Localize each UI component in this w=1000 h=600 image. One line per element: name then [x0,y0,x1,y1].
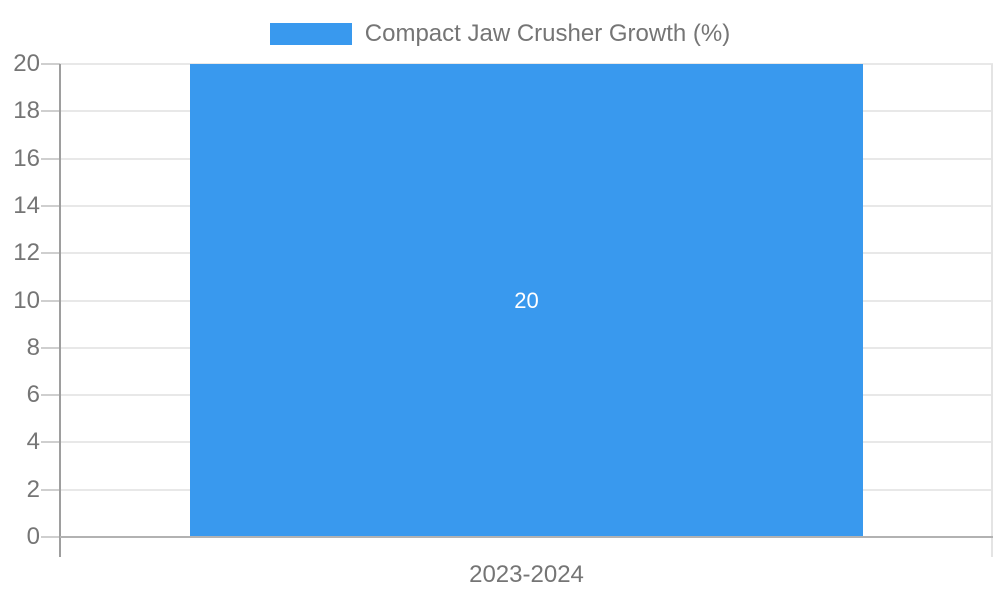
y-axis-tick-label: 12 [13,239,40,267]
y-tick [41,441,60,444]
y-axis-tick-label: 16 [13,144,40,172]
y-tick [41,110,60,113]
y-tick [41,394,60,397]
plot-right-border [991,64,993,557]
y-axis-tick-label: 6 [26,381,40,409]
chart-legend[interactable]: Compact Jaw Crusher Growth (%) [0,21,1000,47]
y-tick [41,204,60,207]
y-axis-line [59,64,61,557]
y-tick [41,157,60,160]
y-axis-tick-label: 2 [26,475,40,503]
y-tick [41,299,60,302]
y-axis-tick-label: 4 [26,428,40,456]
y-axis-tick-label: 20 [13,50,40,77]
y-axis-tick-label: 8 [26,333,40,361]
legend-label: Compact Jaw Crusher Growth (%) [364,20,731,47]
y-axis-tick-label: 0 [26,523,40,550]
bar-value-label: 20 [514,287,539,313]
legend-swatch [269,23,352,45]
y-tick [41,63,60,65]
y-axis-tick-label: 14 [13,191,40,219]
x-axis-tick-label: 2023-2024 [469,561,584,588]
y-axis-tick-label: 10 [13,286,40,314]
y-axis-tick-label: 18 [13,97,40,125]
y-tick [41,536,60,538]
y-axis-labels: 0 2 4 6 8 10 12 14 16 18 20 [0,52,40,549]
y-tick [41,488,60,491]
y-axis-ticks [41,63,60,538]
y-tick [41,346,60,349]
plot-area: 20 [60,63,993,537]
bar-2023-2024[interactable]: 20 [189,64,864,537]
x-axis-line [60,536,993,538]
y-tick [41,252,60,255]
